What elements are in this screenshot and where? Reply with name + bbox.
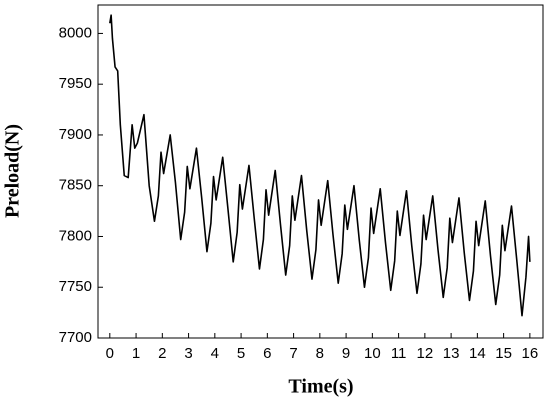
y-tick-label: 7800 <box>59 227 92 244</box>
x-tick-label: 7 <box>289 345 297 362</box>
y-tick-label: 7850 <box>59 177 92 194</box>
x-tick-label: 8 <box>316 345 324 362</box>
x-tick-label: 11 <box>391 345 407 362</box>
x-tick-label: 5 <box>237 345 245 362</box>
x-tick-label: 16 <box>522 345 539 362</box>
x-tick-label: 2 <box>158 345 166 362</box>
x-tick-label: 14 <box>469 345 486 362</box>
y-axis-label: Preload(N) <box>2 124 24 218</box>
x-axis-label: Time(s) <box>288 376 353 398</box>
x-tick-label: 10 <box>364 345 381 362</box>
x-tick-label: 13 <box>443 345 460 362</box>
plot-frame <box>97 4 544 339</box>
x-tick-label: 4 <box>211 345 219 362</box>
y-tick-label: 7700 <box>59 329 92 346</box>
y-tick-label: 7750 <box>59 278 92 295</box>
data-line <box>109 14 531 317</box>
x-tick-label: 12 <box>417 345 434 362</box>
y-tick-label: 7900 <box>59 126 92 143</box>
y-tick-label: 8000 <box>59 24 92 41</box>
x-tick-label: 6 <box>263 345 271 362</box>
x-tick-label: 0 <box>106 345 114 362</box>
x-tick-label: 9 <box>342 345 350 362</box>
x-tick-label: 1 <box>132 345 140 362</box>
x-tick-label: 15 <box>495 345 512 362</box>
x-tick-label: 3 <box>184 345 192 362</box>
y-tick-label: 7950 <box>59 75 92 92</box>
